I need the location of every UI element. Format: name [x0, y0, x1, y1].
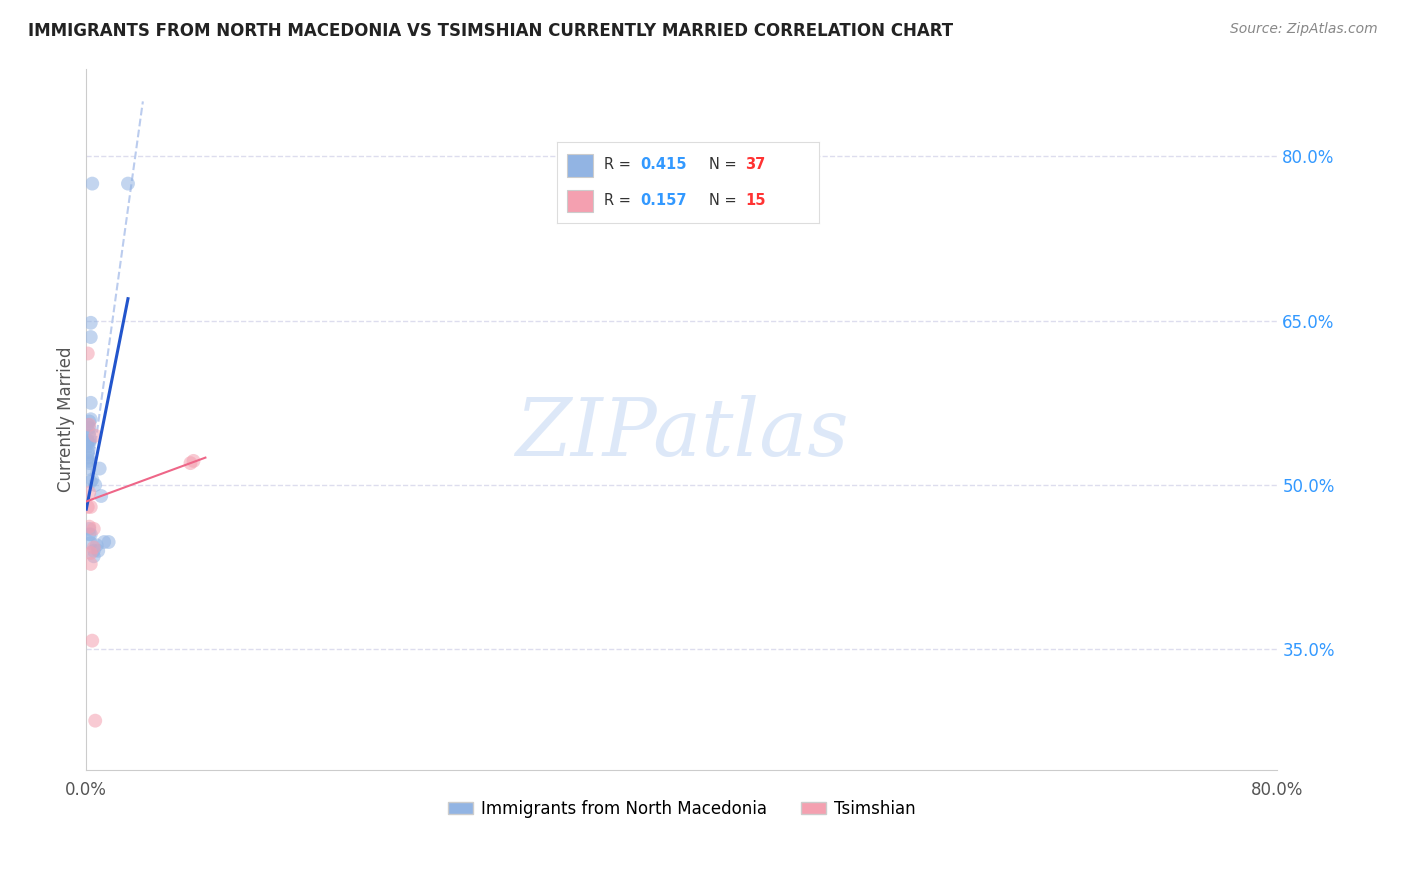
Point [80, 316, 103, 330]
Point [80, 557, 103, 571]
Point [84, 478, 107, 492]
Point [76, 346, 98, 360]
Point [89, 461, 111, 475]
Text: IMMIGRANTS FROM NORTH MACEDONIA VS TSIMSHIAN CURRENTLY MARRIED CORRELATION CHART: IMMIGRANTS FROM NORTH MACEDONIA VS TSIMS… [28, 22, 953, 40]
Point [76, 445, 98, 459]
Point [80, 536, 103, 550]
Point [87, 543, 110, 558]
Point [77, 519, 100, 533]
Point [76, 450, 98, 465]
Point [117, 177, 139, 191]
Point [82, 177, 104, 191]
Point [77, 414, 100, 428]
Point [77, 461, 100, 475]
Point [97, 535, 120, 549]
Point [77, 417, 100, 432]
Point [76, 436, 98, 450]
Point [77, 428, 100, 442]
Point [86, 538, 108, 552]
Point [84, 714, 107, 728]
Point [80, 500, 103, 514]
Point [77, 434, 100, 449]
Text: Source: ZipAtlas.com: Source: ZipAtlas.com [1230, 22, 1378, 37]
Point [93, 535, 115, 549]
Point [82, 633, 104, 648]
Text: ZIPatlas: ZIPatlas [515, 394, 849, 472]
Point [83, 541, 105, 555]
Point [76, 447, 98, 461]
Point [83, 549, 105, 564]
Point [77, 425, 100, 440]
Point [77, 454, 100, 468]
Point [80, 546, 103, 560]
Point [77, 436, 100, 450]
Point [83, 522, 105, 536]
Point [77, 421, 100, 435]
Point [180, 456, 202, 470]
Point [80, 412, 103, 426]
Point [183, 454, 205, 468]
Point [80, 475, 103, 489]
Y-axis label: Currently Married: Currently Married [58, 346, 75, 492]
Point [76, 500, 98, 514]
Point [83, 543, 105, 558]
Legend: Immigrants from North Macedonia, Tsimshian: Immigrants from North Macedonia, Tsimshi… [441, 794, 922, 825]
Point [77, 456, 100, 470]
Point [90, 489, 112, 503]
Point [84, 428, 107, 442]
Point [76, 434, 98, 449]
Point [77, 527, 100, 541]
Point [76, 440, 98, 454]
Point [80, 527, 103, 541]
Point [77, 522, 100, 536]
Point [80, 396, 103, 410]
Point [77, 485, 100, 500]
Point [82, 473, 104, 487]
Point [76, 417, 98, 432]
Point [80, 330, 103, 344]
